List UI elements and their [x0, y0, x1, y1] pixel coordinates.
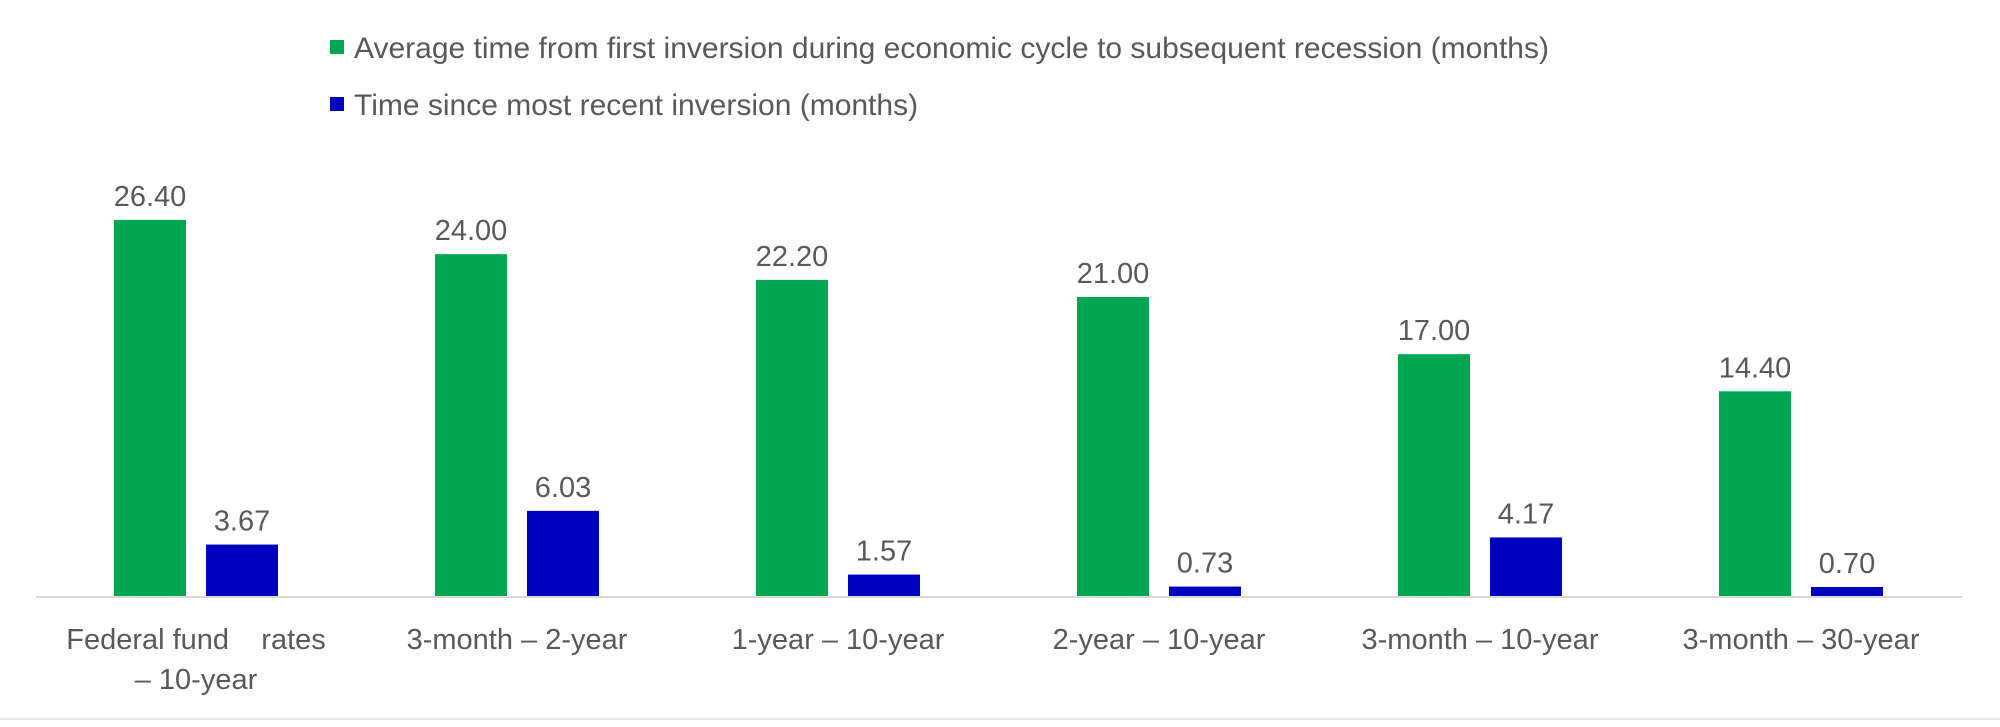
data-label-time-since-2: 6.03: [535, 472, 591, 504]
x-tick-label-1-line-1: Federal fund rates: [66, 624, 326, 656]
data-label-avg-time-1: 26.40: [114, 181, 187, 213]
bar-avg-time-6: [1719, 391, 1791, 597]
x-tick-label-5: 3-month – 10-year: [1362, 624, 1599, 656]
bar-time-since-4: [1169, 586, 1241, 597]
x-tick-label-1-line-2: – 10-year: [135, 664, 258, 696]
bar-time-since-1: [206, 544, 278, 597]
bar-avg-time-2: [435, 254, 507, 597]
legend-swatch-2: [330, 97, 344, 111]
data-label-time-since-1: 3.67: [214, 506, 270, 538]
x-tick-label-4: 2-year – 10-year: [1053, 624, 1266, 656]
x-tick-label-2: 3-month – 2-year: [407, 624, 628, 656]
bar-avg-time-4: [1077, 297, 1149, 597]
x-tick-labels-group: Federal fund rates – 10-year 3-month – 2-y…: [66, 624, 1920, 696]
bar-avg-time-5: [1398, 354, 1470, 597]
data-label-avg-time-6: 14.40: [1719, 352, 1792, 384]
chart-legend: Average time from first inversion during…: [330, 32, 1549, 122]
x-tick-label-6: 3-month – 30-year: [1683, 624, 1920, 656]
bar-time-since-2: [527, 510, 599, 597]
data-label-avg-time-2: 24.00: [435, 215, 508, 247]
legend-label-1: Average time from first inversion during…: [354, 32, 1549, 65]
data-label-time-since-5: 4.17: [1498, 498, 1554, 530]
data-label-time-since-3: 1.57: [856, 536, 912, 568]
data-label-avg-time-4: 21.00: [1077, 258, 1150, 290]
legend-swatch-1: [330, 40, 344, 54]
bar-time-since-3: [848, 574, 920, 597]
x-tick-label-3: 1-year – 10-year: [732, 624, 945, 656]
legend-label-2: Time since most recent inversion (months…: [354, 89, 918, 122]
data-label-time-since-4: 0.73: [1177, 548, 1233, 580]
data-label-avg-time-3: 22.20: [756, 241, 829, 273]
data-label-time-since-6: 0.70: [1819, 548, 1875, 580]
bar-series-group: [114, 219, 1883, 597]
data-label-avg-time-5: 17.00: [1398, 315, 1471, 347]
bar-time-since-5: [1490, 537, 1562, 597]
data-labels-group: 26.40 3.67 24.00 6.03 22.20 1.57 21.00 0.73 17.0…: [114, 181, 1876, 580]
bar-time-since-6: [1811, 587, 1883, 597]
bar-avg-time-3: [756, 279, 828, 597]
bar-avg-time-1: [114, 219, 186, 597]
